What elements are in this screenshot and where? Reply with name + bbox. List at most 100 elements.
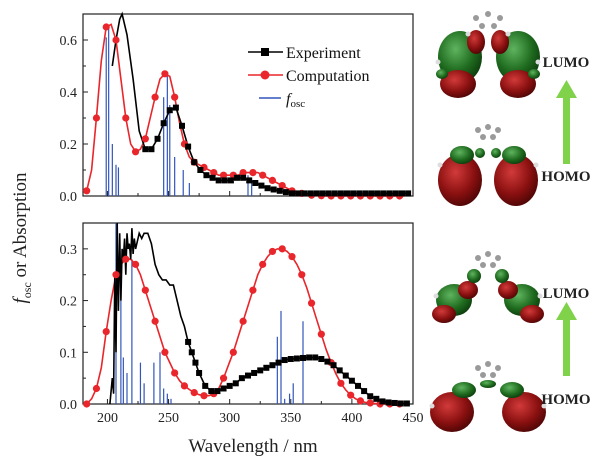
legend-computation-label: Computation xyxy=(286,68,370,85)
bot-experiment-point xyxy=(192,359,199,366)
top-computation-point xyxy=(268,176,277,184)
bot-experiment-point xyxy=(188,349,195,356)
y-axis-label-main: f xyxy=(10,296,31,304)
top-experiment-point xyxy=(356,190,363,197)
top-computation-point xyxy=(171,93,179,101)
bottom-computation-line xyxy=(86,248,405,405)
bot-experiment-point xyxy=(251,369,258,376)
top-experiment-point xyxy=(215,177,222,184)
bot-experiment-point xyxy=(300,354,306,361)
bot-ytick-label: 0.2 xyxy=(60,295,78,310)
bot-experiment-point xyxy=(379,398,386,405)
bot-computation-point xyxy=(171,369,179,377)
top-experiment-point xyxy=(258,182,265,189)
top-experiment-point xyxy=(337,190,344,197)
bottom-homo-orbital xyxy=(429,361,547,432)
top-experiment-point xyxy=(374,190,381,197)
top-experiment-point xyxy=(405,190,412,197)
bot-experiment-point xyxy=(385,399,392,406)
top-experiment-point xyxy=(270,186,277,193)
bot-ytick-label: 0.3 xyxy=(60,243,78,258)
bot-experiment-point xyxy=(348,377,355,384)
bot-experiment-point xyxy=(391,399,398,406)
top-lumo-label: LUMO xyxy=(543,55,590,71)
bot-computation-point xyxy=(259,260,267,268)
top-computation-point xyxy=(259,171,267,179)
top-experiment-point xyxy=(246,177,253,184)
top-lumo-orbital xyxy=(435,11,541,98)
top-chart-panel: 0.0 0.2 0.4 0.6 xyxy=(60,11,414,205)
top-ytick-label: 0.0 xyxy=(60,190,78,205)
bottom-plot-frame xyxy=(82,222,414,405)
bot-computation-point xyxy=(92,384,101,393)
legend-experiment-label: Experiment xyxy=(286,45,361,62)
top-experiment-point xyxy=(289,190,295,197)
top-computation-point xyxy=(219,171,228,179)
top-computation-point xyxy=(239,169,247,177)
bot-experiment-point xyxy=(202,382,209,389)
top-experiment-point xyxy=(313,190,320,197)
top-ytick-label: 0.6 xyxy=(60,34,78,49)
top-experiment-point xyxy=(301,190,308,197)
bot-computation-point xyxy=(288,253,296,261)
bot-xtick-label: 400 xyxy=(341,411,362,426)
top-experiment-point xyxy=(154,135,161,142)
top-transition-arrow xyxy=(556,80,577,164)
bot-xtick-label: 250 xyxy=(158,411,179,426)
legend: Experiment Computation fosc xyxy=(248,45,370,110)
top-experiment-point xyxy=(380,190,387,197)
bot-computation-point xyxy=(229,348,237,356)
top-experiment-point xyxy=(282,189,289,196)
top-experiment-point xyxy=(399,190,405,197)
top-experiment-point xyxy=(185,143,192,150)
bot-experiment-point xyxy=(185,338,192,345)
bot-experiment-point xyxy=(293,355,300,362)
bottom-chart-panel: 0.0 0.1 0.2 0.3 200 250 300 350 400 450 xyxy=(60,222,424,426)
bot-xtick-label: 300 xyxy=(219,411,240,426)
bot-computation-point xyxy=(356,397,365,405)
legend-fosc-label: fosc xyxy=(286,91,305,110)
bot-computation-point xyxy=(239,317,247,325)
bot-ytick-label: 0.1 xyxy=(60,346,78,361)
top-experiment-point xyxy=(307,190,314,197)
top-experiment-point xyxy=(368,190,375,197)
top-computation-point xyxy=(278,182,286,190)
bot-computation-point xyxy=(337,379,345,387)
top-experiment-point xyxy=(240,174,247,181)
top-computation-point xyxy=(131,148,140,156)
top-experiment-point xyxy=(221,177,228,184)
top-experiment-line xyxy=(111,11,409,195)
bot-computation-point xyxy=(83,400,91,408)
top-experiment-point xyxy=(386,190,393,197)
bot-experiment-point xyxy=(196,369,203,376)
bot-computation-point xyxy=(141,286,149,294)
bot-experiment-point xyxy=(306,354,313,361)
top-experiment-point xyxy=(203,172,210,179)
bot-experiment-point xyxy=(397,400,404,407)
bot-experiment-point xyxy=(232,380,239,387)
bot-computation-point xyxy=(102,328,110,336)
bot-computation-point xyxy=(180,382,189,390)
top-experiment-point xyxy=(350,190,357,197)
bot-computation-point xyxy=(268,247,277,256)
top-experiment-point xyxy=(319,190,326,197)
bot-computation-point xyxy=(366,399,374,407)
top-experiment-point xyxy=(179,122,185,129)
svg-text:fosc or Absorption: fosc or Absorption xyxy=(10,172,34,304)
bot-experiment-point xyxy=(226,382,233,389)
top-homo-orbital xyxy=(437,124,539,206)
bot-ytick-label: 0.0 xyxy=(60,398,78,413)
bot-computation-point xyxy=(112,271,120,279)
bot-experiment-point xyxy=(330,362,337,369)
bot-computation-point xyxy=(122,255,130,263)
bot-experiment-point xyxy=(257,367,264,374)
bot-computation-point xyxy=(298,271,306,279)
bot-experiment-point xyxy=(373,395,380,402)
bot-xtick-label: 350 xyxy=(280,411,301,426)
bot-experiment-point xyxy=(208,388,215,395)
top-computation-point xyxy=(83,187,91,195)
top-experiment-point xyxy=(160,120,167,127)
top-plot-frame xyxy=(82,13,414,197)
top-experiment-point xyxy=(362,190,369,197)
y-axis-label-rest: or Absorption xyxy=(10,172,31,282)
